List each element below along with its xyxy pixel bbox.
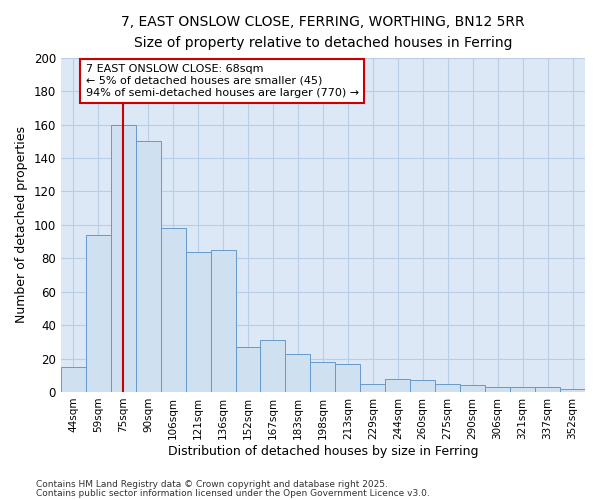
Bar <box>260 340 286 392</box>
Bar <box>310 362 335 392</box>
Bar <box>161 228 185 392</box>
Bar <box>335 364 361 392</box>
Bar <box>211 250 236 392</box>
Bar <box>535 387 560 392</box>
Text: Contains public sector information licensed under the Open Government Licence v3: Contains public sector information licen… <box>36 489 430 498</box>
Bar <box>485 387 510 392</box>
Bar <box>86 235 111 392</box>
X-axis label: Distribution of detached houses by size in Ferring: Distribution of detached houses by size … <box>167 444 478 458</box>
Bar <box>560 388 585 392</box>
Text: 7 EAST ONSLOW CLOSE: 68sqm
← 5% of detached houses are smaller (45)
94% of semi-: 7 EAST ONSLOW CLOSE: 68sqm ← 5% of detac… <box>86 64 359 98</box>
Y-axis label: Number of detached properties: Number of detached properties <box>15 126 28 324</box>
Bar <box>236 347 260 392</box>
Bar <box>136 142 161 392</box>
Bar <box>410 380 435 392</box>
Bar <box>460 386 485 392</box>
Bar <box>185 252 211 392</box>
Bar <box>435 384 460 392</box>
Bar <box>61 367 86 392</box>
Bar <box>385 378 410 392</box>
Bar <box>510 387 535 392</box>
Bar <box>286 354 310 392</box>
Bar <box>111 124 136 392</box>
Text: Contains HM Land Registry data © Crown copyright and database right 2025.: Contains HM Land Registry data © Crown c… <box>36 480 388 489</box>
Bar <box>361 384 385 392</box>
Title: 7, EAST ONSLOW CLOSE, FERRING, WORTHING, BN12 5RR
Size of property relative to d: 7, EAST ONSLOW CLOSE, FERRING, WORTHING,… <box>121 15 525 50</box>
